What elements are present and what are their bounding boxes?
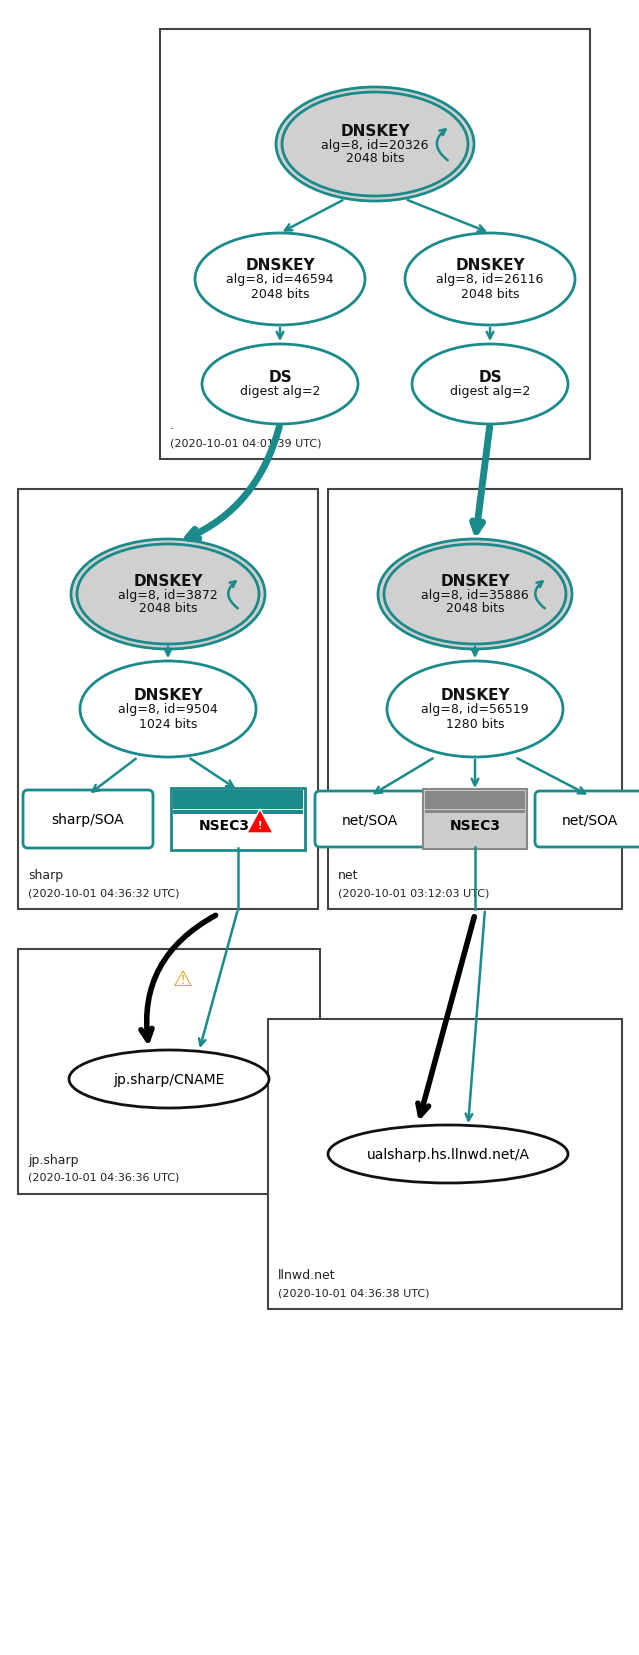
Ellipse shape — [384, 544, 566, 644]
FancyBboxPatch shape — [268, 1019, 622, 1309]
Ellipse shape — [328, 1125, 568, 1183]
Text: 2048 bits: 2048 bits — [461, 288, 520, 300]
FancyBboxPatch shape — [535, 791, 639, 847]
Text: (2020-10-01 04:36:32 UTC): (2020-10-01 04:36:32 UTC) — [28, 887, 180, 897]
Text: DNSKEY: DNSKEY — [440, 573, 510, 588]
FancyBboxPatch shape — [328, 490, 622, 910]
Ellipse shape — [282, 93, 468, 197]
Ellipse shape — [71, 540, 265, 650]
FancyBboxPatch shape — [315, 791, 425, 847]
Text: alg=8, id=20326: alg=8, id=20326 — [321, 139, 429, 151]
Text: digest alg=2: digest alg=2 — [450, 386, 530, 399]
FancyBboxPatch shape — [173, 809, 303, 814]
Ellipse shape — [77, 544, 259, 644]
Ellipse shape — [405, 233, 575, 326]
Text: alg=8, id=46594: alg=8, id=46594 — [226, 273, 334, 286]
FancyBboxPatch shape — [18, 490, 318, 910]
Ellipse shape — [387, 662, 563, 758]
Text: DNSKEY: DNSKEY — [133, 688, 203, 703]
FancyBboxPatch shape — [160, 30, 590, 460]
Text: DS: DS — [478, 371, 502, 386]
Ellipse shape — [80, 662, 256, 758]
Text: ⚠: ⚠ — [173, 970, 193, 990]
Text: DNSKEY: DNSKEY — [340, 124, 410, 139]
Ellipse shape — [195, 233, 365, 326]
Ellipse shape — [378, 540, 572, 650]
Text: digest alg=2: digest alg=2 — [240, 386, 320, 399]
Text: 1280 bits: 1280 bits — [446, 717, 504, 730]
Text: net/SOA: net/SOA — [562, 813, 618, 826]
Text: DNSKEY: DNSKEY — [133, 573, 203, 588]
Text: ualsharp.hs.llnwd.net/A: ualsharp.hs.llnwd.net/A — [367, 1147, 530, 1162]
Text: 2048 bits: 2048 bits — [446, 602, 504, 616]
FancyBboxPatch shape — [18, 950, 320, 1195]
Text: DNSKEY: DNSKEY — [440, 688, 510, 703]
Ellipse shape — [412, 344, 568, 425]
Text: DNSKEY: DNSKEY — [245, 258, 315, 273]
Text: (2020-10-01 03:12:03 UTC): (2020-10-01 03:12:03 UTC) — [338, 887, 489, 897]
Text: (2020-10-01 04:01:39 UTC): (2020-10-01 04:01:39 UTC) — [170, 437, 321, 449]
Text: DNSKEY: DNSKEY — [455, 258, 525, 273]
FancyBboxPatch shape — [423, 789, 527, 849]
Text: llnwd.net: llnwd.net — [278, 1268, 335, 1281]
Text: !: ! — [258, 821, 262, 831]
Text: sharp/SOA: sharp/SOA — [52, 813, 125, 826]
Ellipse shape — [69, 1051, 269, 1109]
Text: sharp: sharp — [28, 869, 63, 882]
Text: NSEC3: NSEC3 — [449, 819, 500, 832]
FancyBboxPatch shape — [425, 791, 525, 809]
Text: alg=8, id=35886: alg=8, id=35886 — [421, 588, 529, 601]
Text: (2020-10-01 04:36:36 UTC): (2020-10-01 04:36:36 UTC) — [28, 1172, 180, 1182]
FancyBboxPatch shape — [171, 788, 305, 851]
Text: DS: DS — [268, 371, 292, 386]
Text: (2020-10-01 04:36:38 UTC): (2020-10-01 04:36:38 UTC) — [278, 1288, 429, 1298]
Text: 2048 bits: 2048 bits — [250, 288, 309, 300]
FancyBboxPatch shape — [23, 791, 153, 849]
Text: alg=8, id=26116: alg=8, id=26116 — [436, 273, 544, 286]
Ellipse shape — [276, 88, 474, 202]
Text: .: . — [170, 419, 174, 432]
Text: net/SOA: net/SOA — [342, 813, 398, 826]
Text: net: net — [338, 869, 358, 882]
Ellipse shape — [202, 344, 358, 425]
Text: 1024 bits: 1024 bits — [139, 717, 197, 730]
Text: alg=8, id=3872: alg=8, id=3872 — [118, 588, 218, 601]
Text: 2048 bits: 2048 bits — [139, 602, 197, 616]
Text: 2048 bits: 2048 bits — [346, 152, 404, 166]
Text: NSEC3: NSEC3 — [199, 819, 249, 832]
FancyBboxPatch shape — [425, 811, 525, 813]
Polygon shape — [247, 809, 273, 834]
Text: alg=8, id=9504: alg=8, id=9504 — [118, 703, 218, 717]
Text: jp.sharp: jp.sharp — [28, 1154, 79, 1167]
FancyBboxPatch shape — [173, 791, 303, 809]
Text: jp.sharp/CNAME: jp.sharp/CNAME — [113, 1072, 225, 1086]
Text: alg=8, id=56519: alg=8, id=56519 — [421, 703, 529, 717]
